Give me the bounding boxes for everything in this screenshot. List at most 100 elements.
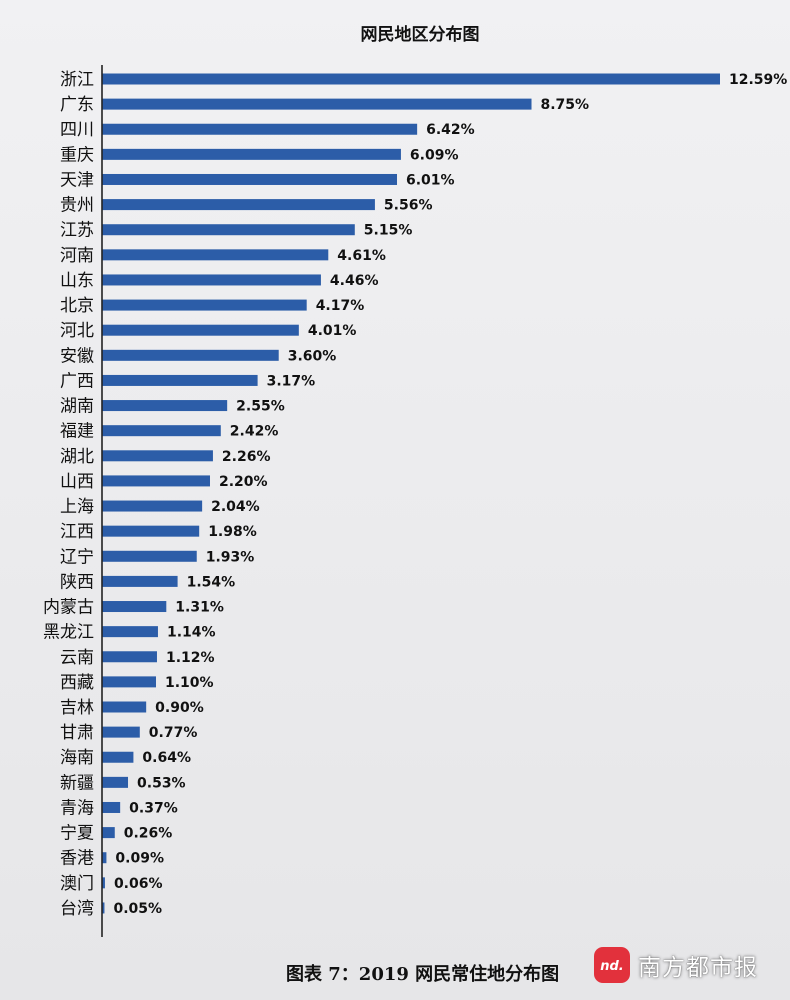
bar — [102, 199, 375, 211]
data-label: 4.61% — [337, 248, 386, 264]
bar — [102, 801, 121, 813]
category-label: 宁夏 — [60, 824, 94, 844]
bar — [102, 827, 115, 839]
bar — [102, 575, 178, 587]
category-label: 陕西 — [60, 572, 94, 592]
bar — [102, 751, 134, 763]
newspaper-watermark: nd. 南方都市报 — [594, 945, 758, 985]
category-label: 北京 — [60, 296, 94, 316]
category-label: 安徽 — [60, 346, 94, 366]
category-label: 甘肃 — [60, 723, 94, 743]
bar — [102, 450, 213, 462]
data-label: 1.54% — [187, 574, 236, 590]
data-label: 4.01% — [308, 323, 357, 339]
category-label: 西藏 — [60, 673, 94, 693]
chart-title: 网民地区分布图 — [361, 24, 480, 45]
category-label: 河北 — [60, 321, 94, 341]
data-label: 8.75% — [541, 97, 590, 113]
bar — [102, 73, 720, 85]
category-label: 江西 — [60, 522, 94, 542]
category-label: 江苏 — [60, 221, 94, 241]
bar — [102, 98, 532, 110]
category-label: 海南 — [60, 748, 94, 768]
data-label: 5.56% — [384, 198, 433, 214]
data-label: 3.60% — [288, 348, 337, 364]
category-label: 澳门 — [60, 874, 94, 894]
category-label: 内蒙古 — [43, 598, 94, 618]
bar — [102, 651, 157, 663]
data-label: 1.93% — [206, 549, 255, 565]
category-label: 重庆 — [60, 145, 94, 165]
data-label: 6.42% — [426, 122, 475, 138]
bar — [102, 425, 221, 437]
category-label: 广西 — [60, 371, 94, 391]
data-label: 0.05% — [113, 901, 162, 917]
data-label: 0.09% — [115, 851, 164, 867]
category-label: 辽宁 — [60, 547, 94, 567]
category-label: 广东 — [60, 95, 94, 115]
data-label: 6.09% — [410, 147, 459, 163]
data-label: 0.26% — [124, 826, 173, 842]
data-label: 12.59% — [729, 72, 787, 88]
data-label: 2.26% — [222, 449, 271, 465]
data-label: 1.14% — [167, 625, 216, 641]
category-label: 台湾 — [60, 899, 94, 919]
data-label: 1.10% — [165, 675, 214, 691]
data-label: 4.17% — [316, 298, 365, 314]
data-label: 0.06% — [114, 876, 163, 892]
category-label: 山西 — [60, 472, 94, 492]
bar — [102, 500, 203, 512]
data-label: 1.12% — [166, 650, 215, 666]
data-label: 0.77% — [149, 725, 198, 741]
category-label: 香港 — [60, 849, 94, 869]
bar — [102, 324, 299, 336]
newspaper-name: 南方都市报 — [638, 955, 758, 981]
bar — [102, 173, 398, 185]
svg-text:nd.: nd. — [600, 959, 624, 974]
category-label: 四川 — [60, 120, 94, 140]
bar — [102, 299, 307, 311]
data-label: 0.37% — [129, 800, 178, 816]
category-label: 上海 — [60, 497, 94, 517]
bars-layer: 浙江 12.59% 广东 8.75% 四川 6.42% 重庆 6.09% 天津 6.01% 贵州 5.… — [43, 70, 787, 919]
bar — [102, 123, 418, 135]
category-label: 新疆 — [60, 773, 94, 793]
category-label: 湖北 — [60, 447, 94, 467]
data-label: 5.15% — [364, 223, 413, 239]
category-label: 福建 — [60, 422, 94, 442]
bar — [102, 374, 258, 386]
bar — [102, 601, 167, 613]
category-label: 浙江 — [60, 70, 94, 90]
category-label: 黑龙江 — [43, 623, 94, 643]
data-label: 3.17% — [267, 373, 316, 389]
category-label: 河南 — [60, 246, 94, 266]
category-label: 湖南 — [60, 397, 94, 417]
bar — [102, 701, 147, 713]
bar — [102, 148, 401, 160]
newspaper-logo-icon: nd. — [594, 947, 630, 983]
category-label: 云南 — [60, 648, 94, 668]
bar — [102, 550, 197, 562]
category-label: 吉林 — [60, 698, 94, 718]
category-label: 贵州 — [60, 196, 94, 216]
bar — [102, 726, 140, 738]
bar — [102, 877, 105, 889]
data-label: 0.53% — [137, 775, 186, 791]
figure-caption: 图表 7：2019 网民常住地分布图 — [286, 964, 560, 985]
bar — [102, 676, 156, 688]
data-label: 2.04% — [211, 499, 260, 515]
bar — [102, 249, 329, 261]
category-label: 天津 — [60, 170, 94, 190]
bar — [102, 274, 321, 286]
data-label: 2.55% — [236, 399, 285, 415]
bar — [102, 475, 210, 487]
data-label: 2.20% — [219, 474, 268, 490]
data-label: 4.46% — [330, 273, 379, 289]
bar — [102, 400, 228, 412]
category-label: 山东 — [60, 271, 94, 291]
bar — [102, 626, 158, 638]
data-label: 0.64% — [142, 750, 191, 766]
bar — [102, 224, 355, 236]
bar — [102, 902, 105, 914]
